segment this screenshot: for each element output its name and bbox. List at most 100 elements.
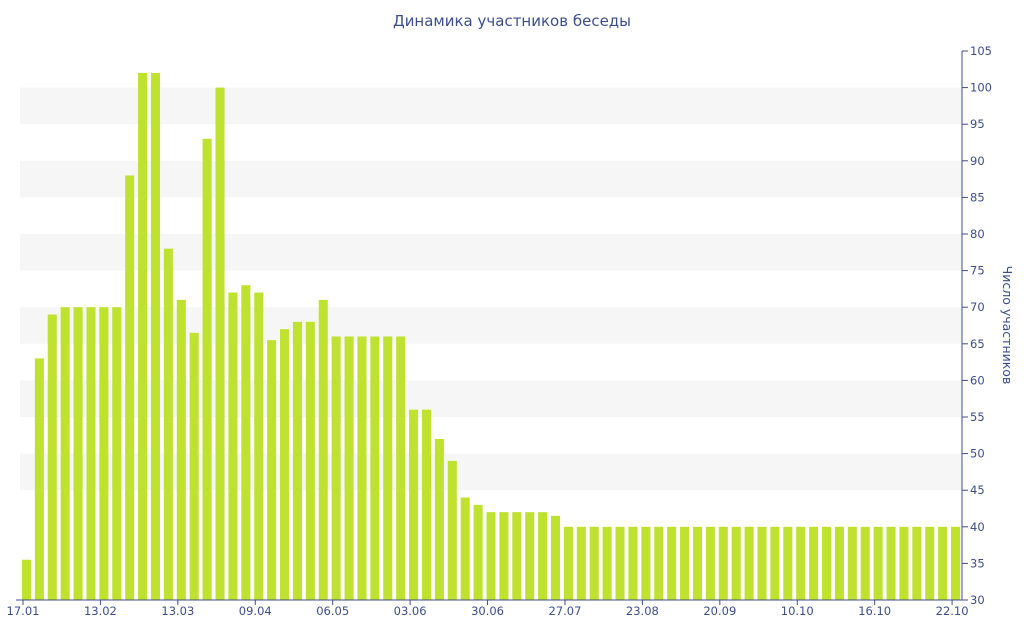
bar [667, 526, 677, 600]
bar [834, 526, 844, 600]
y-tick-label: 45 [970, 483, 985, 497]
bar [486, 512, 496, 600]
grid-band [20, 453, 962, 491]
y-tick-label: 75 [970, 264, 985, 278]
y-tick-label: 95 [970, 117, 985, 131]
bar [370, 336, 380, 600]
y-tick-label: 65 [970, 337, 985, 351]
bar [254, 292, 264, 600]
bar [409, 409, 419, 600]
y-axis-ticks: 30 35 40 45 50 55 60 65 70 75 80 85 90 95 100 105 [962, 44, 992, 607]
x-axis-ticks: 17.01 13.02 13.03 09.04 06.05 03.06 30.06 27.07… [7, 600, 969, 618]
bar [112, 307, 122, 600]
x-tick-label: 23.08 [626, 604, 659, 618]
bar [241, 285, 251, 600]
bar [589, 526, 599, 600]
bar [796, 526, 806, 600]
bar [538, 512, 548, 600]
bar [512, 512, 522, 600]
grid-band [20, 307, 962, 344]
y-tick-label: 40 [970, 520, 985, 534]
bar [860, 526, 870, 600]
bar [99, 307, 109, 600]
bar [357, 336, 367, 600]
grid-band [20, 380, 962, 417]
bar [873, 526, 883, 600]
bar [34, 358, 44, 600]
x-tick-label: 06.05 [316, 604, 349, 618]
bar-series [21, 72, 961, 601]
bar [383, 336, 393, 600]
x-tick-label: 17.01 [7, 604, 40, 618]
bar [267, 340, 277, 600]
bar [615, 526, 625, 600]
bar [73, 307, 83, 600]
chart-title: Динамика участников беседы [392, 12, 632, 30]
y-tick-label: 80 [970, 227, 985, 241]
bar [925, 526, 935, 600]
y-tick-label: 55 [970, 410, 985, 424]
bar [305, 321, 315, 600]
bar [215, 87, 225, 601]
x-tick-label: 13.02 [84, 604, 117, 618]
x-tick-label: 03.06 [394, 604, 427, 618]
bar [150, 72, 161, 600]
bar [292, 321, 302, 600]
x-tick-label: 10.10 [781, 604, 814, 618]
bar [86, 307, 96, 600]
bar [731, 526, 741, 600]
bar [163, 248, 173, 600]
bar [783, 526, 793, 600]
plot-bands [20, 87, 962, 491]
bar [176, 299, 186, 600]
bar [705, 526, 715, 600]
bar [396, 336, 406, 600]
bar [447, 460, 457, 600]
bar [821, 526, 832, 600]
bar [202, 138, 212, 600]
bar [125, 175, 135, 600]
grid-band [20, 234, 962, 271]
y-tick-label: 35 [970, 556, 985, 570]
bar [628, 526, 638, 600]
bar [421, 409, 431, 600]
x-tick-label: 13.03 [161, 604, 194, 618]
bar [473, 504, 483, 600]
x-tick-label: 16.10 [858, 604, 891, 618]
bar [576, 526, 586, 600]
bar [318, 299, 328, 600]
bar [938, 526, 948, 600]
bar [228, 292, 238, 600]
bar [886, 526, 896, 600]
bar [809, 526, 819, 600]
bar [563, 526, 573, 600]
bar [21, 559, 31, 600]
bar [757, 526, 767, 600]
x-tick-label: 20.09 [703, 604, 736, 618]
bar [434, 438, 444, 600]
bar [189, 332, 199, 600]
y-tick-label: 60 [970, 373, 985, 387]
bar [499, 512, 509, 600]
bar [344, 336, 354, 600]
bar [770, 526, 780, 600]
bar [331, 336, 341, 600]
bar [551, 515, 561, 600]
x-tick-label: 22.10 [936, 604, 969, 618]
bar [641, 526, 651, 600]
bar [138, 72, 148, 600]
bar [718, 526, 728, 600]
bar [47, 314, 57, 600]
bar [280, 329, 290, 600]
y-tick-label: 100 [970, 81, 992, 95]
bar [525, 512, 535, 600]
bar [692, 526, 702, 600]
y-tick-label: 90 [970, 154, 985, 168]
bar [847, 526, 857, 600]
bar [744, 526, 754, 600]
bar [654, 526, 664, 600]
bar [912, 526, 922, 600]
x-tick-label: 09.04 [239, 604, 272, 618]
grid-band [20, 160, 962, 198]
